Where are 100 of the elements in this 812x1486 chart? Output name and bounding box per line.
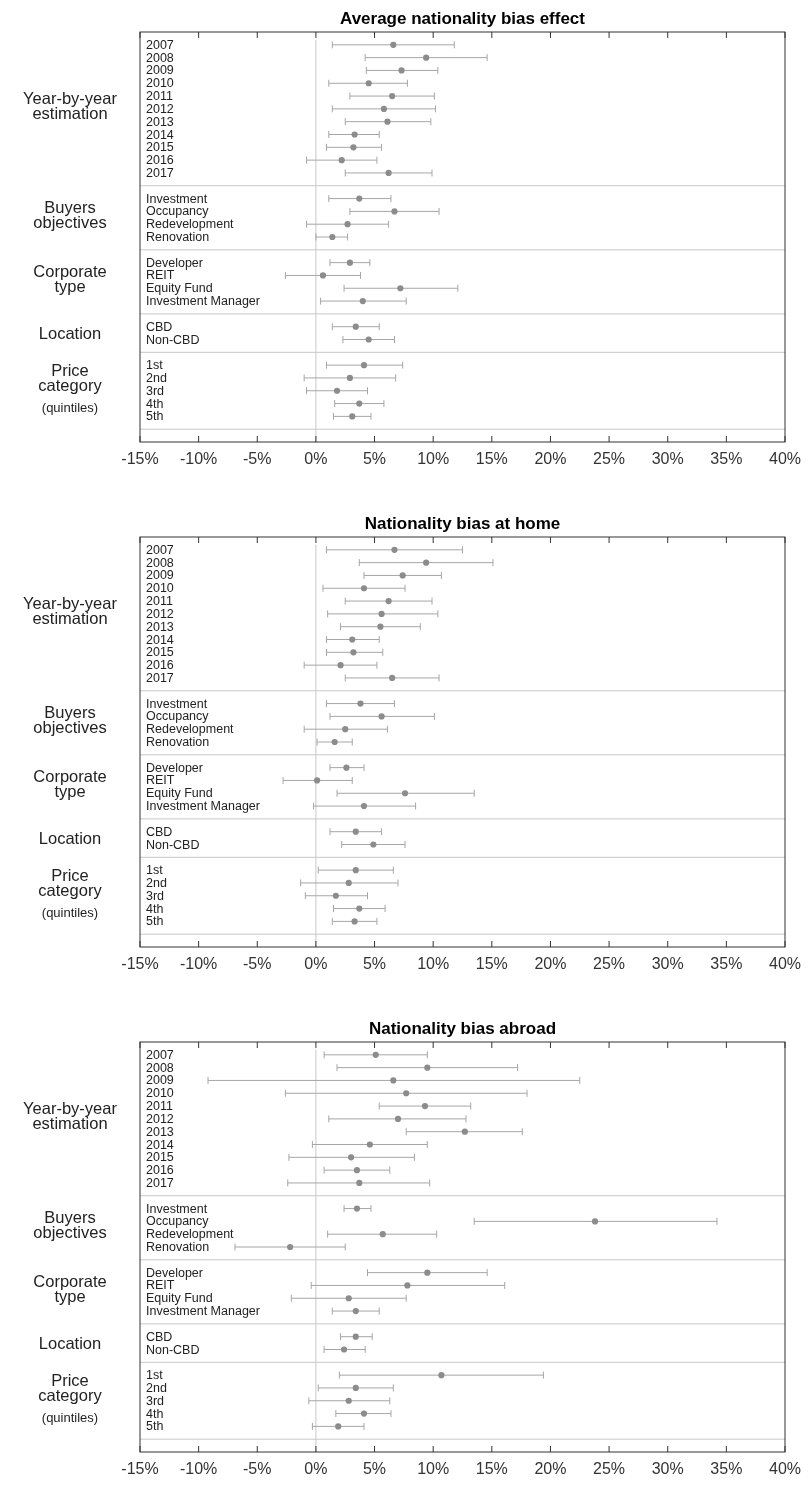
text: Location [38,323,102,342]
x-tick-label: 35% [710,955,743,972]
point [353,1205,361,1212]
point [360,585,368,592]
point [313,777,321,784]
y-tick-label: Investment Manager [146,294,260,309]
y-tick-label: 2008 [146,555,174,570]
y-tick-label: CBD [146,1329,173,1344]
y-tick-label: 2011 [146,594,173,609]
point [370,841,377,848]
point [351,131,358,138]
y-tick-label: 2007 [146,37,174,52]
y-tick-label: 2013 [146,619,174,634]
text: Corporate type [33,262,107,296]
y-tick-label: 2nd [146,1380,167,1395]
y-tick-label: Occupancy [146,709,210,724]
text: Location [38,828,102,847]
point [338,157,345,164]
y-tick-label: Equity Fund [146,281,213,296]
y-tick-label: 2011 [146,1099,173,1114]
y-tick-label: 2009 [146,63,174,78]
x-tick-label: -10% [179,955,218,972]
text: Buyers objectives [33,1208,107,1242]
point [385,169,392,177]
point [424,1269,431,1276]
text: Corporate type [33,767,107,801]
y-tick-label: CBD [146,824,173,839]
text: Buyers objectives [33,198,107,232]
point [360,362,368,369]
chart-title: Average nationality bias effect [339,9,586,28]
y-tick-label: 3rd [146,888,165,903]
chart-title: Nationality bias abroad [368,1019,557,1038]
point [335,1423,342,1430]
y-tick-label: 2008 [146,50,174,65]
point [345,1397,352,1404]
y-tick-label: 4th [146,901,164,916]
y-tick-label: CBD [146,319,173,334]
point [346,374,354,382]
x-tick-label: 40% [768,450,802,467]
y-tick-label: 2016 [146,1163,174,1178]
point [389,92,396,100]
y-tick-label: Redevelopment [146,722,235,737]
x-tick-label: -15% [121,955,159,972]
y-tick-label: 2012 [146,1111,174,1126]
y-tick-label: REIT [146,1278,175,1293]
point [424,1064,431,1071]
y-tick-label: 2014 [146,127,174,142]
y-tick-label: 1st [146,358,164,373]
text: Corporate type [33,1272,107,1306]
x-tick-label: 40% [768,955,802,972]
x-tick-label: 15% [475,450,508,467]
text: Price category (quintiles) [38,1370,103,1425]
point [356,905,363,912]
y-tick-label: 3rd [146,1393,165,1408]
x-tick-label: -5% [243,450,272,467]
text: Year-by-year estimation [23,89,118,123]
text: Price category (quintiles) [38,360,103,415]
point [340,1346,348,1353]
x-tick-label: 40% [768,1460,802,1477]
y-tick-label: Investment Manager [146,799,260,814]
point [349,636,356,643]
y-tick-label: Developer [146,760,203,775]
point [356,1179,363,1187]
point [360,1410,368,1417]
x-tick-label: 35% [710,1460,743,1477]
point [391,208,398,215]
y-tick-label: 2014 [146,632,174,647]
y-tick-label: 2016 [146,153,174,168]
x-tick-label: 25% [593,1460,626,1477]
y-tick-label: 2013 [146,114,174,129]
y-tick-label: Equity Fund [146,786,213,801]
point [352,1384,359,1392]
x-tick-label: -15% [121,1460,159,1477]
y-tick-label: Renovation [146,735,210,749]
y-tick-label: Developer [146,1265,203,1280]
y-tick-label: 2009 [146,568,174,583]
point [337,662,344,669]
y-tick-label: 2017 [146,1175,174,1190]
point [332,892,339,899]
point [342,726,349,733]
point [345,879,352,887]
x-tick-label: -5% [243,955,272,972]
point [352,1333,359,1340]
x-tick-label: 10% [417,955,450,972]
point [345,1295,352,1302]
point [350,144,357,151]
y-tick-label: 1st [146,863,164,878]
point [351,918,358,925]
point [438,1372,445,1379]
point [329,233,336,241]
point [378,610,385,617]
y-tick-label: Occupancy [146,204,210,219]
x-tick-label: 20% [534,1460,567,1477]
x-tick-label: 20% [534,955,567,972]
point [349,413,356,420]
point [352,323,359,330]
y-tick-label: Non-CBD [146,1342,200,1357]
x-tick-label: -15% [121,450,159,467]
x-tick-label: 30% [651,450,684,467]
x-tick-label: 0% [304,1460,328,1477]
